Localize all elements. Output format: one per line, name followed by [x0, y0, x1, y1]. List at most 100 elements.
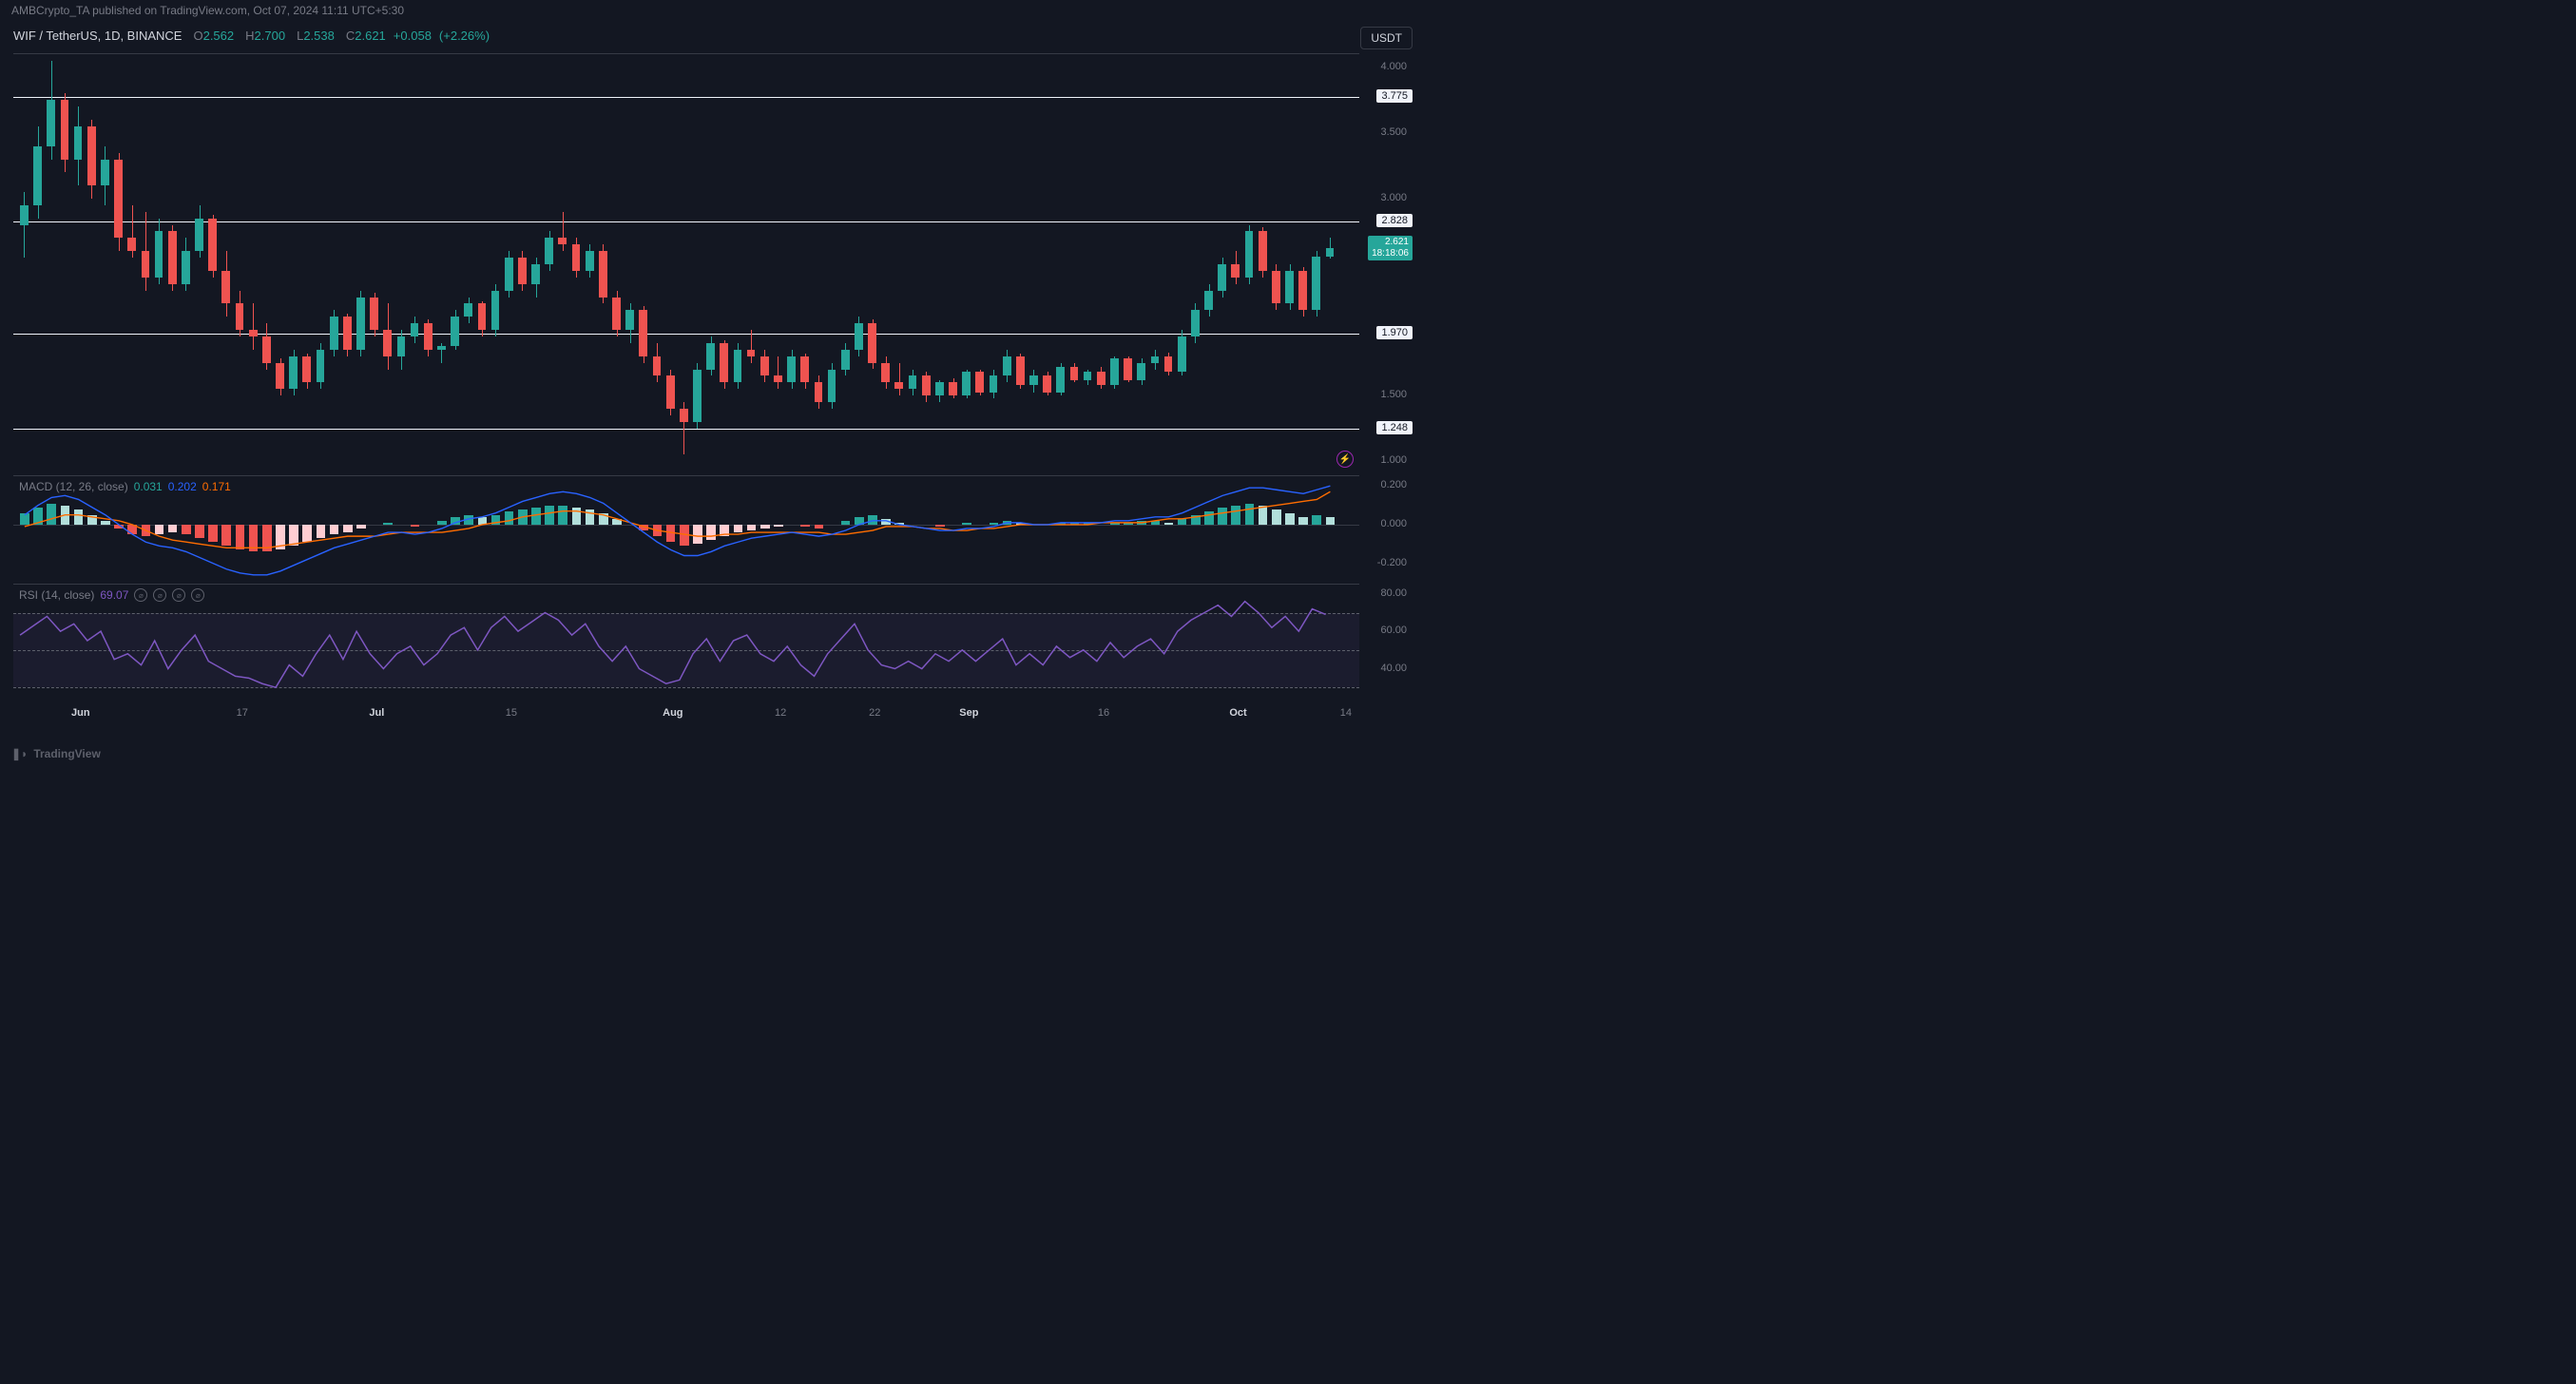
macd-hist-bar	[599, 513, 608, 525]
candle-body	[1016, 356, 1025, 385]
macd-hist-bar	[1272, 509, 1281, 525]
candle-body	[894, 382, 903, 389]
price-horizontal-line[interactable]	[13, 97, 1359, 98]
macd-hist-bar	[800, 525, 810, 527]
candle-body	[289, 356, 298, 390]
macd-hist-bar	[1312, 515, 1321, 525]
x-tick-label: Oct	[1229, 707, 1246, 719]
x-tick-label: Aug	[663, 707, 682, 719]
y-tick-label: 0.200	[1359, 479, 1413, 490]
flash-icon[interactable]: ⚡	[1336, 451, 1354, 468]
candle-body	[1245, 231, 1254, 277]
candle-body	[975, 372, 984, 393]
macd-hist-value: 0.031	[134, 480, 163, 493]
hline-price-label[interactable]: 2.828	[1376, 214, 1413, 227]
candle-body	[855, 323, 863, 350]
price-chart-pane[interactable]: ⚡	[13, 53, 1359, 473]
macd-hist-bar	[990, 523, 999, 525]
candle-wick	[899, 363, 900, 396]
candle-wick	[563, 212, 564, 251]
live-price-label[interactable]: 2.62118:18:06	[1368, 236, 1413, 260]
ohlc-h-label: H	[245, 29, 254, 43]
candle-body	[518, 258, 527, 284]
price-horizontal-line[interactable]	[13, 334, 1359, 335]
candle-body	[249, 330, 258, 336]
macd-hist-bar	[289, 525, 298, 546]
macd-hist-bar	[61, 506, 70, 525]
macd-hist-bar	[1003, 521, 1012, 525]
quote-currency-button[interactable]: USDT	[1360, 27, 1413, 49]
tv-watermark-text: TradingView	[33, 747, 100, 760]
candle-body	[276, 363, 284, 390]
candle-body	[1298, 271, 1307, 310]
candle-body	[142, 251, 150, 278]
macd-y-axis[interactable]: 0.2000.000-0.200	[1359, 475, 1413, 582]
hline-price-label[interactable]: 1.248	[1376, 421, 1413, 434]
y-tick-label: 40.00	[1359, 663, 1413, 674]
rsi-level-line	[13, 613, 1359, 614]
candle-body	[1056, 367, 1065, 394]
hline-price-label[interactable]: 1.970	[1376, 326, 1413, 339]
publish-header: AMBCrypto_TA published on TradingView.co…	[0, 0, 1426, 21]
macd-hist-bar	[182, 525, 191, 534]
rsi-value: 69.07	[100, 588, 128, 602]
price-y-axis[interactable]: 1.0001.5003.0003.5004.0003.7752.8281.970…	[1359, 53, 1413, 473]
candle-body	[236, 303, 244, 330]
macd-hist-bar	[20, 513, 29, 525]
x-tick-label: 22	[869, 707, 880, 719]
candle-body	[262, 336, 271, 363]
macd-hist-bar	[734, 525, 743, 532]
rsi-settings-icon[interactable]: ⌀	[134, 588, 147, 602]
x-tick-label: Jun	[71, 707, 90, 719]
candle-body	[990, 375, 998, 393]
macd-hist-bar	[302, 525, 312, 542]
candle-body	[1029, 375, 1038, 385]
macd-pane[interactable]: MACD (12, 26, close) 0.031 0.202 0.171	[13, 475, 1359, 582]
candle-body	[949, 382, 957, 395]
macd-hist-bar	[1298, 517, 1308, 525]
macd-hist-bar	[33, 508, 43, 525]
rsi-settings-icon[interactable]: ⌀	[172, 588, 185, 602]
candle-body	[1312, 257, 1320, 311]
x-tick-label: 12	[775, 707, 786, 719]
candle-wick	[24, 192, 25, 258]
hline-price-label[interactable]: 3.775	[1376, 89, 1413, 103]
time-axis[interactable]: Jun17Jul15Aug1222Sep16Oct14	[13, 698, 1359, 722]
candle-body	[208, 219, 217, 271]
candle-body	[909, 375, 917, 389]
macd-hist-bar	[545, 506, 554, 525]
macd-hist-bar	[101, 521, 110, 525]
macd-hist-bar	[894, 523, 904, 525]
macd-hist-bar	[1231, 506, 1240, 525]
rsi-settings-icon[interactable]: ⌀	[191, 588, 204, 602]
candle-wick	[751, 330, 752, 363]
macd-hist-bar	[1124, 523, 1133, 525]
x-tick-label: 14	[1340, 707, 1352, 719]
price-horizontal-line[interactable]	[13, 429, 1359, 430]
symbol-bar: WIF / TetherUS, 1D, BINANCE O2.562 H2.70…	[13, 29, 1359, 43]
macd-hist-bar	[572, 508, 582, 525]
macd-hist-bar	[1191, 515, 1201, 525]
macd-hist-bar	[653, 525, 663, 536]
macd-hist-bar	[1070, 523, 1080, 525]
macd-hist-bar	[411, 525, 420, 527]
macd-hist-bar	[720, 525, 729, 536]
candle-body	[787, 356, 796, 383]
candle-body	[1084, 372, 1092, 379]
rsi-pane[interactable]: RSI (14, close) 69.07 ⌀ ⌀ ⌀ ⌀	[13, 584, 1359, 696]
candle-wick	[253, 303, 254, 349]
candle-body	[625, 310, 634, 330]
candle-body	[558, 238, 567, 244]
candle-body	[1191, 310, 1200, 336]
candle-body	[491, 291, 500, 330]
macd-hist-bar	[815, 525, 824, 529]
rsi-y-axis[interactable]: 80.0060.0040.00	[1359, 584, 1413, 696]
rsi-settings-icon[interactable]: ⌀	[153, 588, 166, 602]
symbol-pair[interactable]: WIF / TetherUS, 1D, BINANCE	[13, 29, 182, 43]
macd-hist-bar	[383, 523, 393, 525]
macd-hist-bar	[1016, 523, 1026, 525]
candle-body	[411, 323, 419, 336]
tv-logo-icon: ❚◗	[11, 747, 28, 760]
candle-body	[464, 303, 472, 317]
macd-hist-bar	[114, 525, 124, 529]
